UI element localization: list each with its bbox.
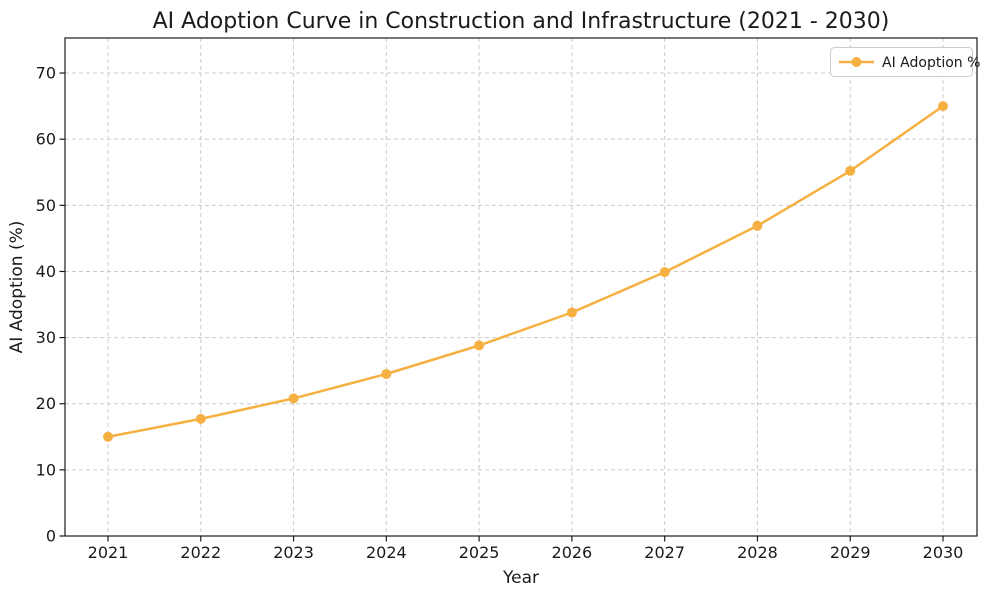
chart-title: AI Adoption Curve in Construction and In… [153, 9, 890, 34]
data-point-marker [103, 431, 113, 442]
y-tick-label: 60 [36, 130, 56, 149]
data-point-marker [845, 165, 856, 176]
x-tick-label: 2021 [88, 543, 129, 562]
data-point-marker [938, 101, 948, 112]
legend-box [830, 47, 973, 77]
tick-marks [59, 72, 944, 542]
y-tick-label: 30 [36, 328, 56, 347]
y-axis-label: AI Adoption (%) [7, 221, 27, 354]
x-tick-label: 2028 [737, 543, 778, 562]
x-tick-label: 2029 [830, 543, 871, 562]
x-tick-label: 2026 [552, 543, 593, 562]
y-tick-label: 50 [36, 196, 56, 215]
y-tick-label: 10 [36, 460, 56, 479]
data-point-marker [381, 369, 392, 379]
series-ai-adoption [103, 101, 948, 442]
x-tick-label: 2027 [644, 543, 685, 562]
x-tick-label: 2025 [459, 543, 500, 562]
legend-marker-icon [851, 57, 862, 67]
x-tick-label: 2023 [273, 543, 314, 562]
y-tick-label: 20 [36, 394, 56, 413]
series-line [106, 104, 945, 439]
x-tick-label: 2024 [366, 543, 407, 562]
y-tick-labels: 0 10 20 30 40 50 60 70 [36, 64, 56, 546]
gridlines [65, 38, 977, 536]
y-tick-label: 0 [46, 527, 56, 546]
data-point-marker [752, 220, 763, 231]
data-point-marker [195, 413, 206, 424]
x-tick-label: 2022 [180, 543, 221, 562]
x-axis-label: Year [502, 568, 539, 588]
data-point-marker [288, 393, 299, 404]
x-tick-label: 2030 [923, 543, 964, 562]
legend-label: AI Adoption % [882, 55, 980, 71]
data-point-marker [566, 307, 577, 318]
legend: AI Adoption % [830, 47, 980, 77]
y-tick-label: 40 [36, 262, 56, 281]
data-point-marker [474, 340, 485, 351]
y-tick-label: 70 [36, 64, 56, 83]
x-tick-labels: 2021 2022 2023 2024 2025 2026 2027 2028 2029 2030 [88, 543, 964, 562]
data-point-marker [659, 267, 670, 278]
plot-border [64, 37, 978, 537]
